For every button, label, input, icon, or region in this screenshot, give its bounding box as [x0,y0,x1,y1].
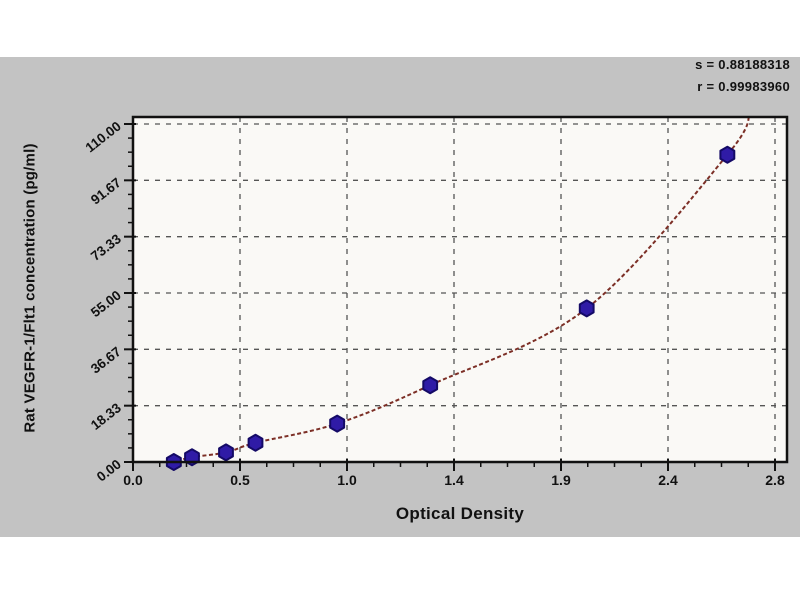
x-tick-label: 0.5 [230,472,250,488]
data-point [218,443,234,462]
x-tick-label: 1.9 [551,472,571,488]
fit-statistics: s = 0.88188318 r = 0.99983960 [695,54,790,98]
plot-background [133,117,787,462]
fit-standard-error: s = 0.88188318 [695,57,790,72]
x-tick-label: 1.4 [444,472,464,488]
plot-frame [131,115,789,464]
y-tick-label: 18.33 [88,400,124,433]
y-tick-label: 0.00 [94,457,124,485]
y-tick-label: 55.00 [88,288,124,321]
fit-correlation-coefficient: r = 0.99983960 [697,79,790,95]
data-point [578,299,595,318]
y-tick-label: 91.67 [88,175,124,208]
y-tick-label: 36.67 [88,344,124,377]
x-tick-label: 2.8 [765,472,785,488]
y-tick-label: 110.00 [83,119,124,156]
data-point [422,376,439,395]
data-point [329,414,346,433]
x-tick-label: 1.0 [337,472,357,488]
x-tick-label: 2.4 [658,472,678,488]
data-point [247,433,264,452]
data-point [719,145,736,164]
x-tick-label: 0.0 [123,472,143,488]
y-tick-label: 73.33 [88,231,124,264]
x-axis-title: Optical Density [395,504,525,523]
